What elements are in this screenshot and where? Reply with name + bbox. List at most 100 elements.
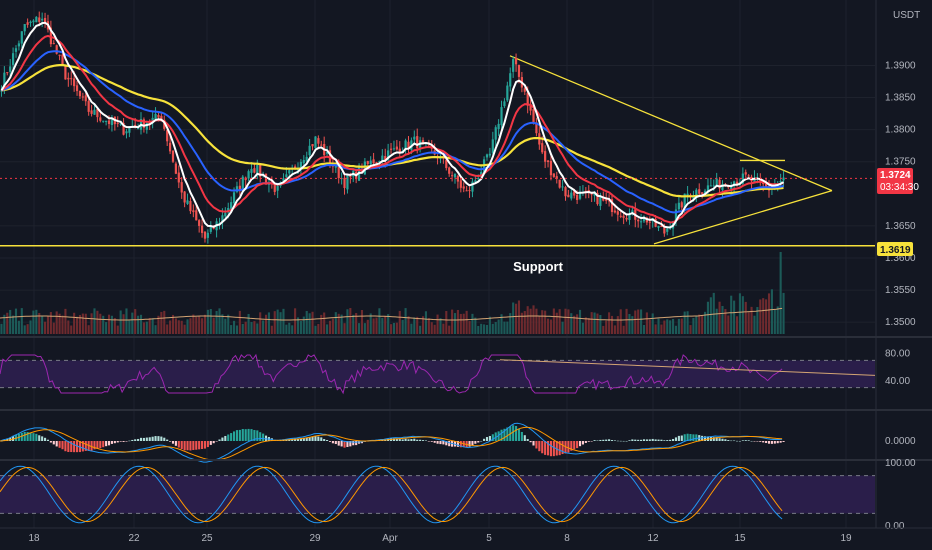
macd-histogram-bar <box>61 441 64 450</box>
macd-histogram-bar <box>631 439 634 441</box>
macd-histogram-bar <box>346 441 349 447</box>
macd-histogram-bar <box>67 441 70 453</box>
macd-histogram-bar <box>340 441 343 447</box>
candle-body <box>395 146 398 150</box>
volume-bar <box>419 325 422 334</box>
macd-histogram-bar <box>235 430 239 441</box>
candle-body <box>561 186 564 188</box>
macd-histogram-bar <box>724 439 727 441</box>
volume-bar <box>448 325 451 334</box>
volume-bar <box>320 314 323 334</box>
macd-histogram-bar <box>599 439 602 441</box>
ema-mid-line <box>0 34 784 224</box>
volume-bar <box>741 296 744 334</box>
candle-body <box>529 104 532 111</box>
candle-body <box>610 199 614 212</box>
volume-bar <box>733 300 736 334</box>
candle-body <box>107 120 111 124</box>
candle-body <box>654 218 657 227</box>
macd-histogram-bar <box>212 441 215 444</box>
candle-body <box>741 173 744 184</box>
candle-body <box>468 190 471 192</box>
candle-body <box>250 168 253 173</box>
candle-body <box>706 185 710 192</box>
macd-histogram-bar <box>578 441 582 447</box>
macd-histogram-bar <box>616 440 619 442</box>
macd-histogram-bar <box>756 441 759 442</box>
volume-bar <box>456 309 459 334</box>
volume-bar <box>398 310 401 334</box>
candle-body <box>151 117 154 122</box>
macd-histogram-bar <box>352 441 355 446</box>
macd-histogram-bar <box>555 441 558 456</box>
volume-bar <box>215 311 218 334</box>
macd-histogram-bar <box>238 429 241 441</box>
macd-histogram-bar <box>241 428 244 441</box>
candle-body <box>102 120 105 122</box>
volume-bar <box>436 314 439 334</box>
volume-bar <box>680 318 683 334</box>
volume-bar <box>151 318 154 334</box>
macd-histogram-bar <box>654 439 657 441</box>
macd-histogram-bar <box>230 433 233 441</box>
candle-body <box>686 193 689 196</box>
stoch-tick-label: 100.00 <box>885 458 916 469</box>
volume-bar <box>29 320 32 334</box>
volume-bar <box>500 314 503 334</box>
currency-label[interactable]: USDT <box>893 10 920 21</box>
macd-histogram-bar <box>677 435 680 441</box>
volume-bar <box>721 305 724 334</box>
volume-bar <box>590 312 593 334</box>
macd-histogram-bar <box>436 441 439 444</box>
macd-histogram-bar <box>430 441 433 442</box>
macd-histogram-bar <box>564 441 567 454</box>
macd-histogram-bar <box>590 441 593 442</box>
candle-body <box>747 175 750 177</box>
macd-histogram-bar <box>735 440 739 442</box>
volume-bar <box>99 313 102 334</box>
candle-body <box>67 77 70 80</box>
volume-bar <box>375 317 378 334</box>
candle-body <box>93 109 96 115</box>
candle-body <box>485 154 489 158</box>
macd-histogram-bar <box>250 429 253 441</box>
candle-body <box>471 181 474 192</box>
volume-bar <box>695 315 698 334</box>
macd-histogram-bar <box>433 441 436 443</box>
candle-body <box>744 172 747 175</box>
volume-bar <box>317 323 320 334</box>
candle-body <box>87 101 90 112</box>
candle-body <box>453 173 457 178</box>
volume-bar <box>703 311 707 334</box>
macd-histogram-bar <box>209 441 212 445</box>
candle-body <box>576 194 579 201</box>
volume-bar <box>241 323 244 334</box>
volume-bar <box>183 324 186 334</box>
macd-histogram-bar <box>602 439 605 441</box>
volume-bar <box>709 297 712 334</box>
macd-histogram-bar <box>517 428 521 441</box>
macd-histogram-bar <box>680 435 683 441</box>
candle-body <box>735 181 739 185</box>
volume-bar <box>119 310 122 334</box>
volume-bar <box>683 311 686 334</box>
macd-histogram-bar <box>497 431 500 441</box>
volume-bar <box>616 316 619 334</box>
macd-histogram-bar <box>157 436 160 441</box>
volume-bar <box>773 309 776 334</box>
candle-body <box>90 110 93 114</box>
macd-histogram-bar <box>73 441 76 453</box>
ema-slow-line <box>1 50 784 214</box>
candle-body <box>64 65 67 80</box>
candle-body <box>311 144 314 147</box>
volume-bar <box>352 314 355 334</box>
macd-histogram-bar <box>99 441 102 449</box>
macd-histogram-bar <box>648 439 651 441</box>
volume-bar <box>64 308 67 334</box>
support-tag-bg <box>877 242 913 256</box>
candle-body <box>84 95 87 102</box>
candle-body <box>450 175 454 177</box>
volume-bar <box>235 325 239 334</box>
